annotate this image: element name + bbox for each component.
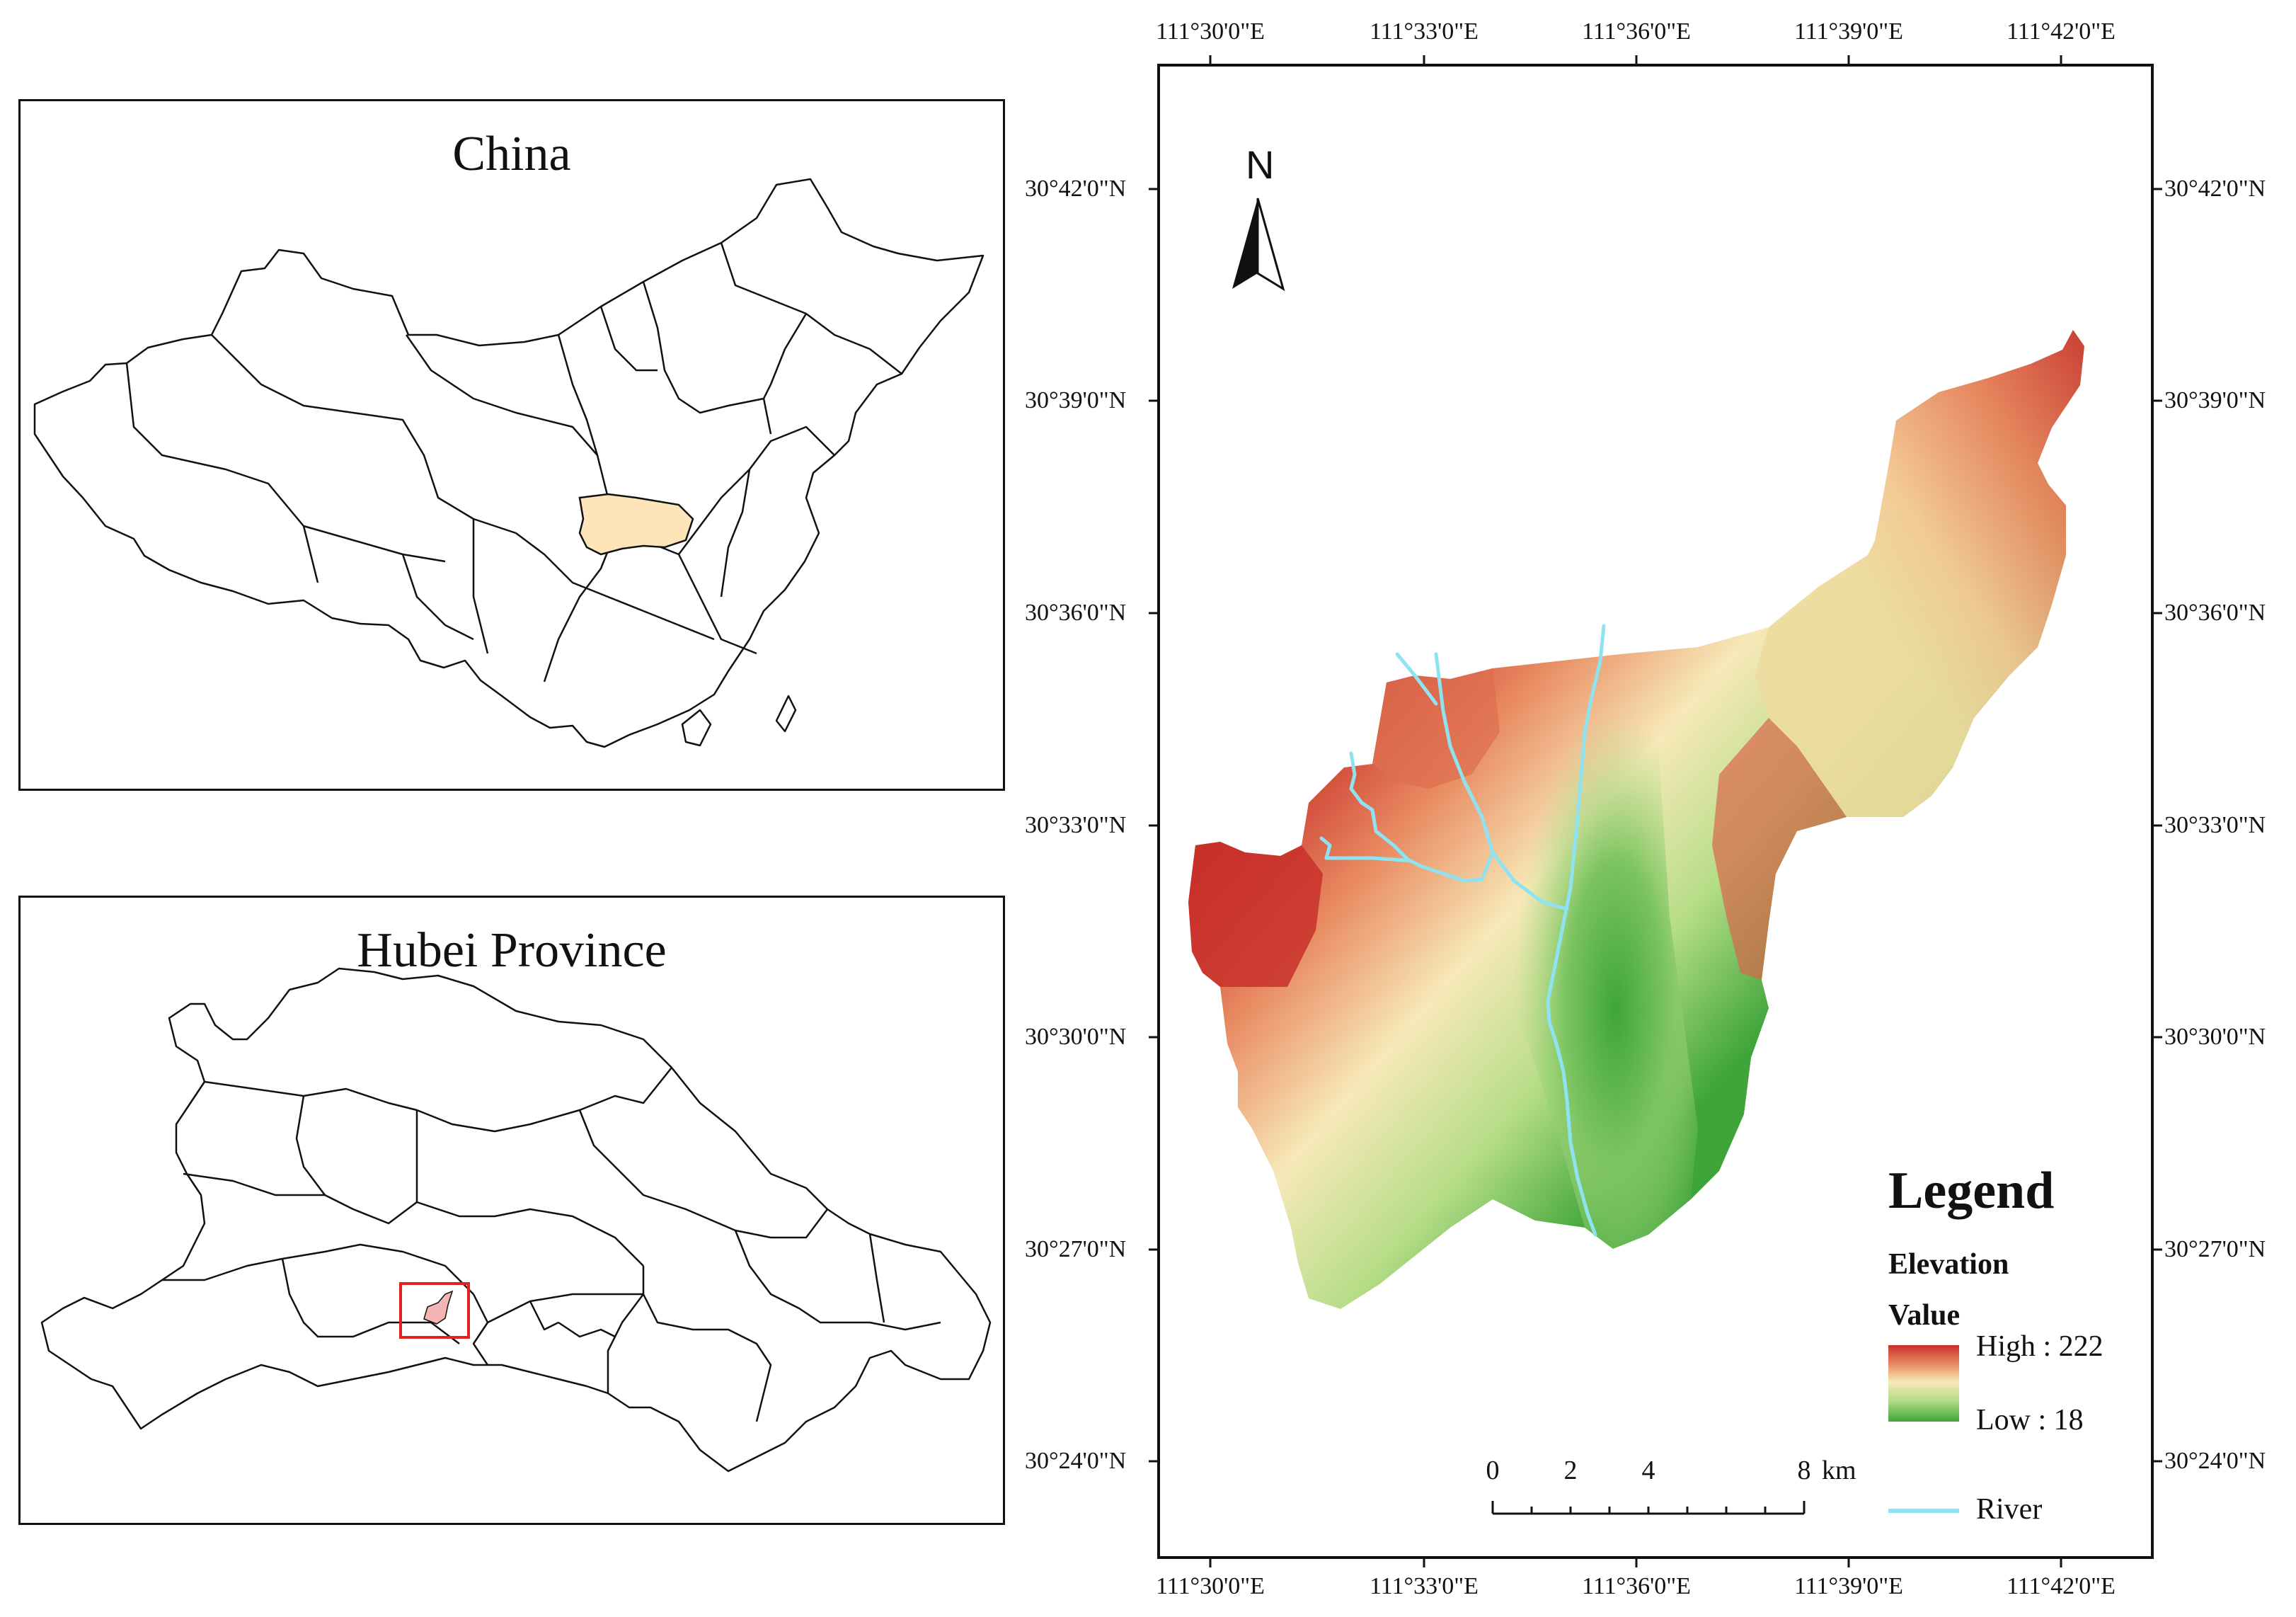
hubei-inset-map: Hubei Province — [18, 896, 1005, 1525]
north-arrow-icon — [1232, 198, 1285, 292]
legend-river-label: River — [1976, 1493, 2043, 1526]
lon-label-bottom: 111°30'0"E — [1156, 1573, 1265, 1599]
legend-low-label: Low : 18 — [1976, 1404, 2084, 1436]
legend-high-label: High : 222 — [1976, 1330, 2103, 1363]
hubei-highlight — [578, 493, 694, 556]
lat-label-left: 30°30'0"N — [1025, 1024, 1127, 1050]
tributary-southwest — [1319, 836, 1413, 863]
lon-label-top: 111°36'0"E — [1582, 18, 1691, 45]
north-arrow-label: N — [1246, 142, 1275, 187]
tributary-northwest — [1395, 652, 1438, 706]
lat-label-right: 30°33'0"N — [2164, 812, 2266, 838]
lat-label-right: 30°42'0"N — [2164, 176, 2266, 202]
scale-label: 4 — [1641, 1456, 1655, 1485]
east-ridge — [1712, 718, 1847, 980]
lat-label-right: 30°27'0"N — [2164, 1236, 2266, 1262]
lon-label-top: 111°33'0"E — [1370, 18, 1479, 45]
lon-label-bottom: 111°39'0"E — [1794, 1573, 1903, 1599]
lat-label-left: 30°27'0"N — [1025, 1236, 1127, 1262]
legend-value-heading: Value — [1888, 1299, 1961, 1332]
central-valley — [1493, 654, 1698, 1249]
china-inset-map: China — [18, 99, 1005, 791]
scale-bar — [1491, 1501, 1806, 1515]
lat-label-right: 30°30'0"N — [2164, 1024, 2266, 1050]
lat-label-left: 30°42'0"N — [1025, 176, 1127, 202]
china-inset-title: China — [452, 127, 571, 181]
lon-label-top: 111°42'0"E — [2007, 18, 2116, 45]
china-province-outlines — [33, 178, 985, 748]
lon-label-top: 111°39'0"E — [1794, 18, 1903, 45]
lon-label-bottom: 111°36'0"E — [1582, 1573, 1691, 1599]
elevation-map-frame — [1157, 64, 2154, 1559]
elevation-map-canvas — [1188, 198, 2084, 1515]
northwest-ridge — [1372, 668, 1500, 789]
lat-label-right: 30°36'0"N — [2164, 600, 2266, 626]
china-country-outline — [33, 178, 985, 748]
river-legend-swatch — [1888, 1509, 1959, 1513]
northeast-ridge — [1755, 330, 2084, 817]
lat-label-left: 30°36'0"N — [1025, 600, 1127, 626]
hubei-prefecture-outlines — [40, 967, 992, 1473]
lat-label-left: 30°39'0"N — [1025, 387, 1127, 413]
study-area-shape — [423, 1290, 454, 1325]
west-ridge — [1188, 842, 1323, 987]
scale-label: 8 — [1797, 1456, 1811, 1485]
lat-label-left: 30°24'0"N — [1025, 1448, 1127, 1474]
legend-title: Legend — [1888, 1162, 2055, 1220]
tributary-north — [1434, 652, 1569, 911]
scale-label: 2 — [1563, 1456, 1578, 1485]
river-network — [1319, 624, 1606, 1237]
study-area-locator-box — [399, 1282, 470, 1339]
lat-label-left: 30°33'0"N — [1025, 812, 1127, 838]
lon-label-top: 111°30'0"E — [1156, 18, 1265, 45]
legend-layer-name: Elevation — [1888, 1248, 2009, 1281]
lon-label-bottom: 111°42'0"E — [2007, 1573, 2116, 1599]
scale-unit: km — [1822, 1456, 1856, 1485]
lon-label-bottom: 111°33'0"E — [1370, 1573, 1479, 1599]
hubei-outline — [40, 967, 992, 1473]
hubei-inset-title: Hubei Province — [357, 923, 667, 978]
main-river — [1546, 624, 1606, 1237]
lat-label-right: 30°24'0"N — [2164, 1448, 2266, 1474]
scale-label: 0 — [1486, 1456, 1500, 1485]
elevation-color-ramp — [1888, 1345, 1959, 1422]
lat-label-right: 30°39'0"N — [2164, 387, 2266, 413]
tributary-west — [1349, 751, 1495, 883]
